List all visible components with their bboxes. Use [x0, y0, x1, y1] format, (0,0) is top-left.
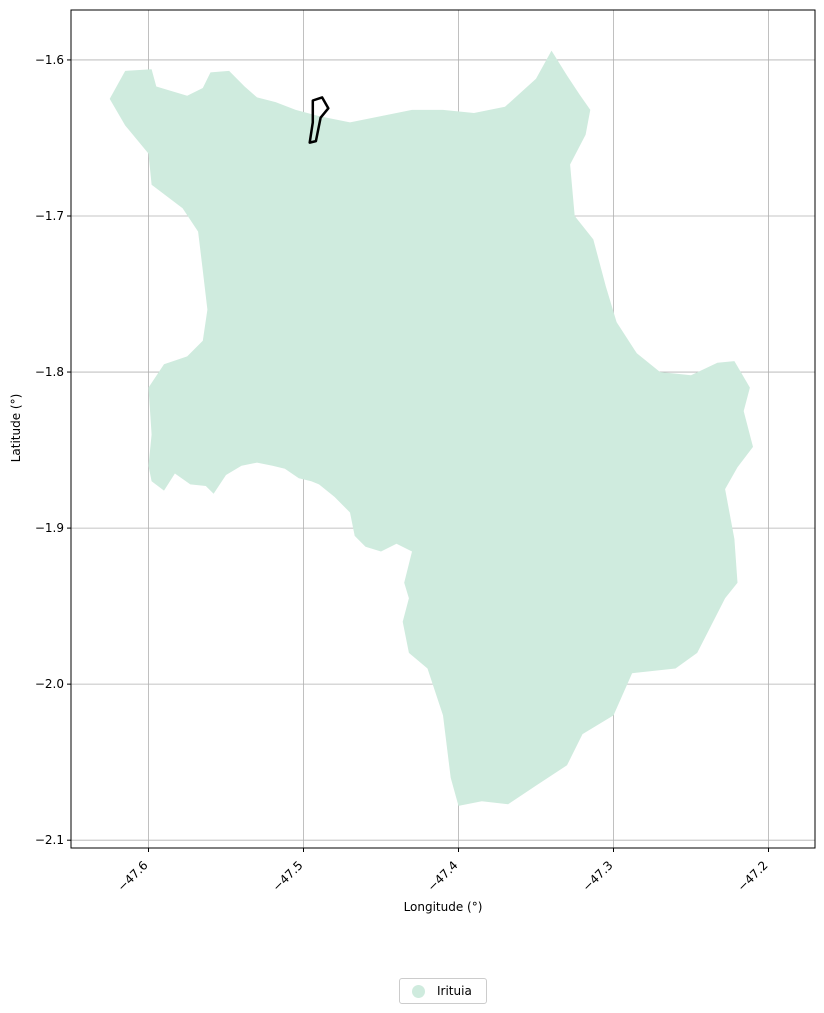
x-tick-label: −47.3 [580, 858, 616, 894]
region-irituia [109, 50, 753, 806]
map-regions [109, 50, 753, 806]
x-tick-label: −47.4 [425, 858, 461, 894]
legend: Irituia [399, 978, 487, 1004]
y-axis-title: Latitude (°) [9, 394, 23, 463]
x-tick-label: −47.5 [270, 858, 306, 894]
legend-marker [412, 984, 425, 998]
y-tick-label: −1.6 [35, 53, 64, 67]
x-tick-label: −47.2 [735, 858, 771, 894]
y-tick-label: −2.0 [35, 677, 64, 691]
x-tick-label: −47.6 [115, 858, 151, 894]
y-tick-label: −2.1 [35, 833, 64, 847]
y-tick-label: −1.9 [35, 521, 64, 535]
x-axis-title: Longitude (°) [404, 900, 483, 914]
outlined-region [308, 96, 330, 144]
y-tick-label: −1.8 [35, 365, 64, 379]
legend-label: Irituia [437, 984, 472, 998]
plot-frame [70, 9, 816, 849]
y-tick-label: −1.7 [35, 209, 64, 223]
